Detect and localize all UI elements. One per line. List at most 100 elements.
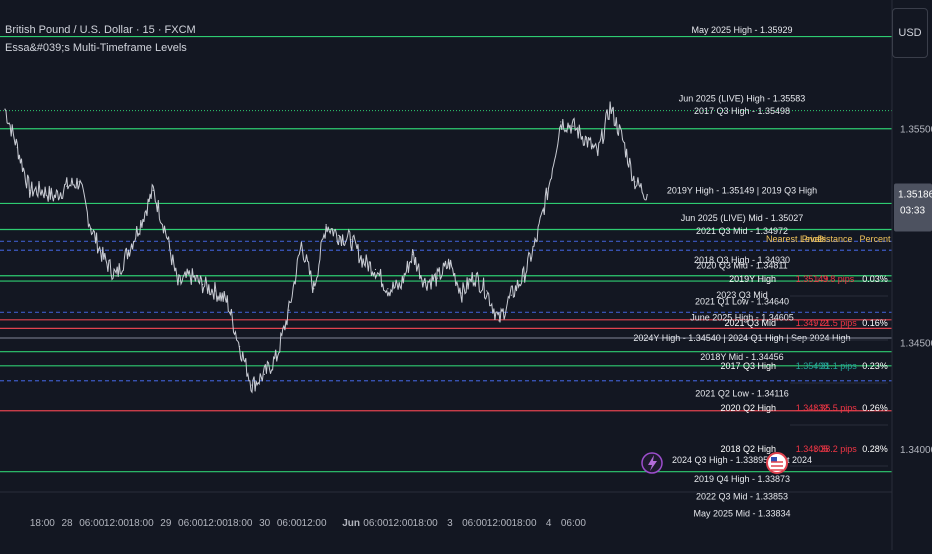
- x-tick-label: 12:00: [203, 518, 228, 529]
- price-line: [4, 101, 648, 394]
- table-cell: 2017 Q3 High: [720, 361, 776, 371]
- x-tick-label: 06:00: [363, 518, 388, 529]
- lightning-icon: [641, 452, 663, 474]
- price-point: [53, 196, 56, 198]
- level-label: 2021 Q1 Low - 1.34640: [695, 297, 789, 307]
- chart-icons: [641, 452, 788, 474]
- price-point: [41, 189, 43, 191]
- table-cell: 2020 Q2 High: [720, 403, 776, 413]
- table-cell: 1.34805: [796, 444, 829, 454]
- price-point: [374, 268, 377, 271]
- table-cell: 1.34832: [796, 403, 829, 413]
- level-label: May 2025 Mid - 1.33834: [693, 508, 790, 518]
- y-axis: 1.35500 1.34500 1.34000: [891, 0, 932, 550]
- price-point: [78, 181, 80, 183]
- table-cell: 0.23%: [862, 361, 888, 371]
- table-header-cell: Distance: [817, 234, 852, 244]
- indicator-title: Essa&#039;s Multi-Timeframe Levels: [5, 42, 187, 54]
- price-series: [4, 101, 648, 394]
- price-point: [510, 294, 512, 296]
- table-cell: ↓ 3.8 pips: [816, 274, 855, 284]
- y-tick-label: 1.35500: [900, 124, 932, 135]
- table-cell: 2019Y High: [729, 274, 776, 284]
- level-label: 2018Y Mid - 1.34456: [700, 352, 783, 362]
- x-tick-label: 12:00: [104, 518, 129, 529]
- table-cell: 0.16%: [862, 318, 888, 328]
- lightning-bolt: [648, 455, 657, 471]
- price-point: [387, 288, 389, 290]
- x-tick-label: 06:00: [462, 518, 487, 529]
- price-point: [411, 253, 414, 256]
- price-point: [609, 106, 611, 108]
- level-label: 2024 Q3 High - 1.33895 | Oct 2024: [672, 455, 812, 465]
- table-header-cell: Percent: [859, 234, 891, 244]
- price-point: [189, 275, 191, 277]
- price-point: [177, 283, 179, 286]
- level-label: Jun 2025 (LIVE) High - 1.35583: [679, 93, 806, 103]
- price-point: [127, 249, 130, 251]
- price-point: [399, 286, 401, 288]
- price-point: [202, 283, 204, 286]
- x-tick-label: 18:00: [30, 518, 55, 529]
- price-point: [288, 309, 290, 311]
- price-badge: 1.35186 03:33: [894, 183, 932, 232]
- table-cell: 1.35149: [796, 274, 829, 284]
- level-label: 2022 Q3 Mid - 1.33853: [696, 491, 788, 501]
- level-label: 2024Y High - 1.34540 | 2024 Q1 High | Se…: [633, 333, 850, 343]
- price-point: [66, 185, 68, 187]
- level-label: June 2025 High - 1.34605: [690, 313, 794, 323]
- price-point: [29, 189, 31, 191]
- x-tick-label: 06:00: [79, 518, 104, 529]
- price-point: [621, 138, 624, 140]
- price-point: [313, 288, 315, 290]
- price-point: [535, 241, 537, 243]
- price-point: [300, 243, 302, 245]
- x-tick-label: 06:00: [178, 518, 203, 529]
- symbol-title: British Pound / U.S. Dollar · 15 · FXCM: [5, 24, 196, 36]
- us-flag-icon: [766, 452, 788, 474]
- table-cell: ↑ 31.1 pips: [813, 361, 857, 371]
- table-cell: 0.28%: [862, 444, 888, 454]
- level-label: 2017 Q3 High - 1.35498: [694, 106, 790, 116]
- price-point: [226, 301, 228, 303]
- x-axis: 18:00 28 06:00 12:00 18:00 29 06:00 12:00 18:00 3…: [0, 491, 892, 529]
- price-point: [350, 238, 352, 241]
- currency-button[interactable]: USD: [892, 8, 928, 58]
- x-tick-label: 12:00: [388, 518, 413, 529]
- price-point: [362, 260, 364, 262]
- table-cell: ↓ 35.5 pips: [813, 403, 857, 413]
- price-point: [90, 228, 93, 230]
- x-tick-label: 18:00: [129, 518, 154, 529]
- level-lines: [0, 35, 892, 473]
- price-point: [461, 292, 463, 294]
- bar-countdown: 03:33: [900, 206, 925, 217]
- price-point: [140, 221, 142, 224]
- x-tick-label: 4: [546, 518, 552, 529]
- price-point: [263, 373, 265, 375]
- price-point: [152, 189, 154, 191]
- x-tick-label: 12:00: [302, 518, 327, 529]
- level-label: 2023 Q3 Mid: [716, 290, 768, 300]
- level-label: Jun 2025 (LIVE) Mid - 1.35027: [681, 213, 804, 223]
- level-label: May 2025 High - 1.35929: [691, 25, 792, 35]
- x-tick-label: 29: [160, 518, 172, 529]
- x-tick-label: 18:00: [511, 518, 536, 529]
- table-cell: ↓ 21.5 pips: [813, 318, 857, 328]
- price-point: [276, 356, 278, 358]
- price-point: [337, 234, 340, 236]
- x-tick-label: 18:00: [227, 518, 252, 529]
- x-tick-label: 3: [447, 518, 453, 529]
- table-cell: 2018 Q2 High: [720, 444, 776, 454]
- x-tick-label: 18:00: [413, 518, 438, 529]
- price-point: [634, 181, 636, 183]
- flag-canton: [771, 457, 777, 462]
- price-point: [4, 108, 6, 110]
- price-point: [164, 230, 167, 232]
- level-label: 2018 Q3 High - 1.34930: [694, 255, 790, 265]
- table-cell: 1.35498: [796, 361, 829, 371]
- level-label: 2021 Q3 Mid - 1.34972: [696, 226, 788, 236]
- price-point: [436, 277, 438, 279]
